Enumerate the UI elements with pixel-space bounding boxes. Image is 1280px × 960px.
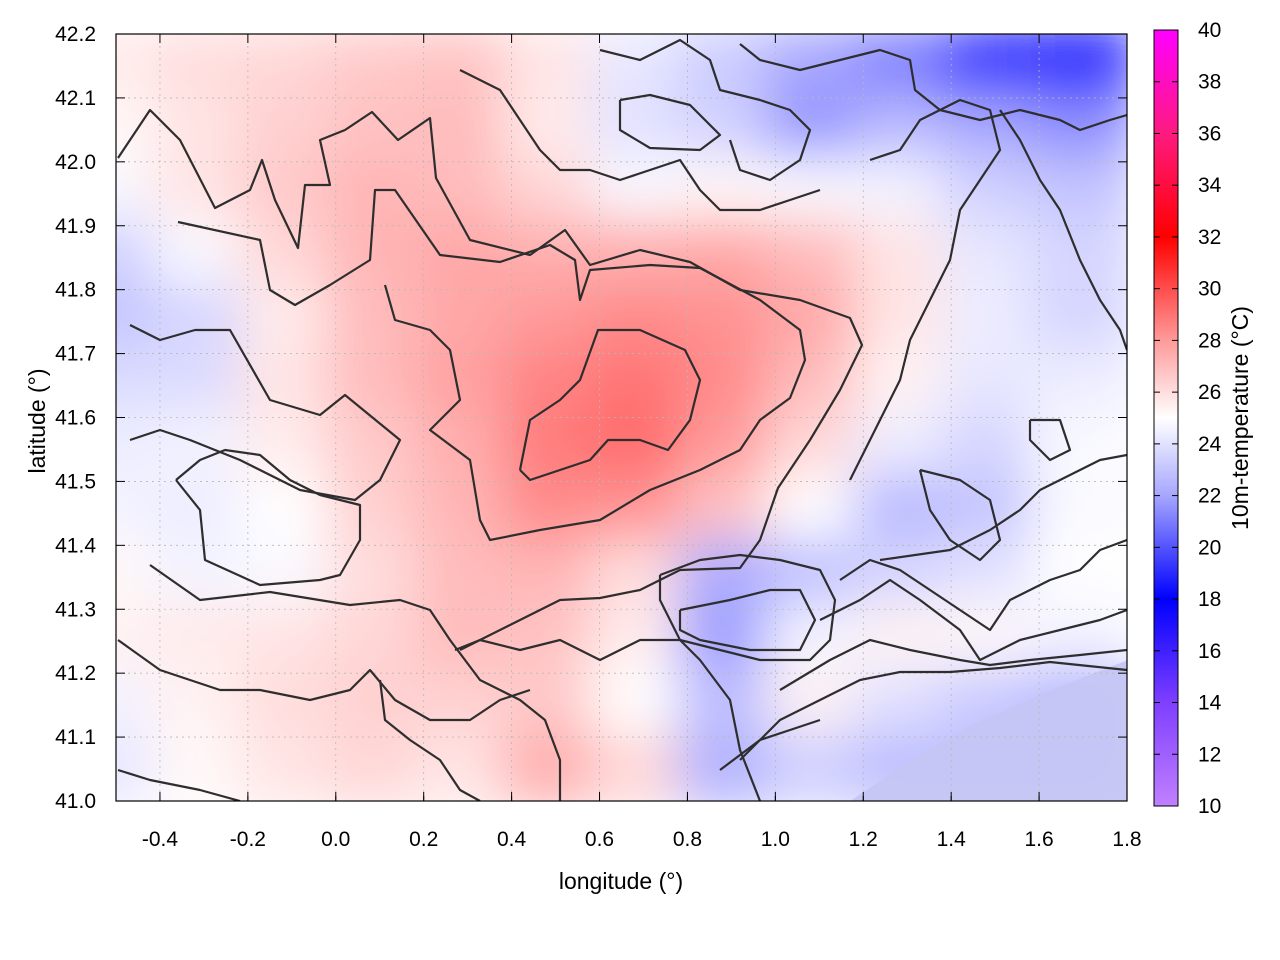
colorbar-tick-label: 14 bbox=[1198, 692, 1222, 715]
y-tick-label: 41.6 bbox=[55, 407, 96, 430]
contour-line bbox=[459, 69, 821, 212]
colorbar-tick-label: 24 bbox=[1198, 433, 1222, 456]
contour-line bbox=[658, 553, 837, 662]
colorbar-tick-label: 26 bbox=[1198, 381, 1221, 404]
temperature-cell bbox=[326, 283, 433, 360]
y-tick-label: 41.4 bbox=[55, 534, 96, 557]
contour-line bbox=[149, 564, 562, 801]
colorbar-tick-label: 12 bbox=[1198, 743, 1221, 766]
y-tick-label: 41.0 bbox=[55, 790, 96, 813]
contour-line bbox=[849, 98, 1002, 481]
contour-line bbox=[129, 324, 402, 502]
contour-line bbox=[879, 453, 1127, 562]
y-tick-label: 41.9 bbox=[55, 215, 96, 238]
colorbar-tick-label: 28 bbox=[1198, 329, 1221, 352]
x-tick-label: 0.6 bbox=[585, 828, 614, 851]
x-tick-label: 0.0 bbox=[321, 828, 350, 851]
colorbar-tick-label: 40 bbox=[1198, 19, 1221, 42]
contour-line bbox=[599, 38, 812, 182]
x-tick-label: 1.6 bbox=[1024, 828, 1053, 851]
y-tick-label: 42.0 bbox=[55, 151, 96, 174]
colorbar-tick-label: 36 bbox=[1198, 122, 1221, 145]
contour-line bbox=[678, 588, 817, 652]
contour-line bbox=[175, 448, 362, 587]
colorbar-tick-label: 18 bbox=[1198, 588, 1221, 611]
x-tick-label: -0.2 bbox=[230, 828, 266, 851]
contour-line bbox=[117, 639, 531, 722]
temperature-cell bbox=[590, 730, 697, 801]
y-tick-label: 41.5 bbox=[55, 470, 96, 493]
colorbar-tick-label: 22 bbox=[1198, 485, 1221, 508]
x-tick-label: 1.0 bbox=[761, 828, 790, 851]
y-tick-label: 41.3 bbox=[55, 598, 96, 621]
contour-line bbox=[117, 108, 864, 651]
contour-line bbox=[739, 43, 1127, 132]
contour-line bbox=[719, 718, 821, 771]
colorbar-title: 10m-temperature (°C) bbox=[1227, 306, 1253, 530]
colorbar-tick-label: 30 bbox=[1198, 278, 1221, 301]
contour-line bbox=[918, 468, 1002, 562]
contour-line bbox=[999, 109, 1127, 351]
x-tick-label: 1.2 bbox=[849, 828, 878, 851]
x-tick-label: -0.4 bbox=[142, 828, 179, 851]
contour-line bbox=[177, 188, 807, 542]
colorbar-tick-label: 20 bbox=[1198, 536, 1221, 559]
y-tick-label: 42.1 bbox=[55, 87, 96, 110]
colorbar bbox=[1153, 29, 1179, 807]
contour-lines bbox=[117, 38, 1127, 801]
x-tick-label: 0.8 bbox=[673, 828, 702, 851]
contour-line bbox=[739, 660, 1127, 761]
y-tick-label: 41.2 bbox=[55, 662, 96, 685]
colorbar-tick-label: 32 bbox=[1198, 226, 1221, 249]
x-tick-label: 0.2 bbox=[409, 828, 438, 851]
y-tick-label: 41.8 bbox=[55, 279, 96, 302]
colorbar-tick-label: 16 bbox=[1198, 640, 1221, 663]
contour-line bbox=[779, 638, 1127, 691]
colorbar-tick-label: 38 bbox=[1198, 71, 1221, 94]
y-tick-label: 41.1 bbox=[55, 726, 96, 749]
temperature-field bbox=[116, 34, 1127, 801]
x-tick-label: 0.4 bbox=[497, 828, 527, 851]
x-axis: -0.4 -0.2 0.0 0.2 0.4 0.6 0.8 1.0 1.2 1.4 1.6 1.8 bbox=[142, 34, 1142, 851]
contour-line bbox=[518, 328, 702, 482]
colorbar-tick-label: 34 bbox=[1198, 174, 1222, 197]
contour-line bbox=[1028, 418, 1072, 462]
contour-line bbox=[839, 538, 1127, 632]
contour-line bbox=[117, 768, 241, 801]
temperature-cell bbox=[1030, 283, 1127, 360]
colorbar-axis: 10 12 14 16 18 20 22 24 26 28 30 32 34 36 38 40 bbox=[1154, 19, 1222, 818]
x-tick-label: 1.4 bbox=[937, 828, 967, 851]
y-axis: 41.0 41.1 41.2 41.3 41.4 41.5 41.6 41.7 41.8 41.9… bbox=[55, 23, 1127, 813]
y-axis-title: latitude (°) bbox=[24, 368, 50, 473]
contour-line bbox=[454, 638, 762, 801]
colorbar-tick-label: 10 bbox=[1198, 795, 1221, 818]
sea-area bbox=[850, 660, 1127, 801]
y-tick-label: 41.7 bbox=[55, 343, 96, 366]
contour-line bbox=[618, 93, 722, 152]
contour-line bbox=[378, 679, 481, 801]
x-tick-label: 1.8 bbox=[1112, 828, 1141, 851]
x-axis-title: longitude (°) bbox=[559, 868, 683, 894]
contour-line bbox=[819, 578, 1127, 662]
y-tick-label: 42.2 bbox=[55, 23, 96, 46]
